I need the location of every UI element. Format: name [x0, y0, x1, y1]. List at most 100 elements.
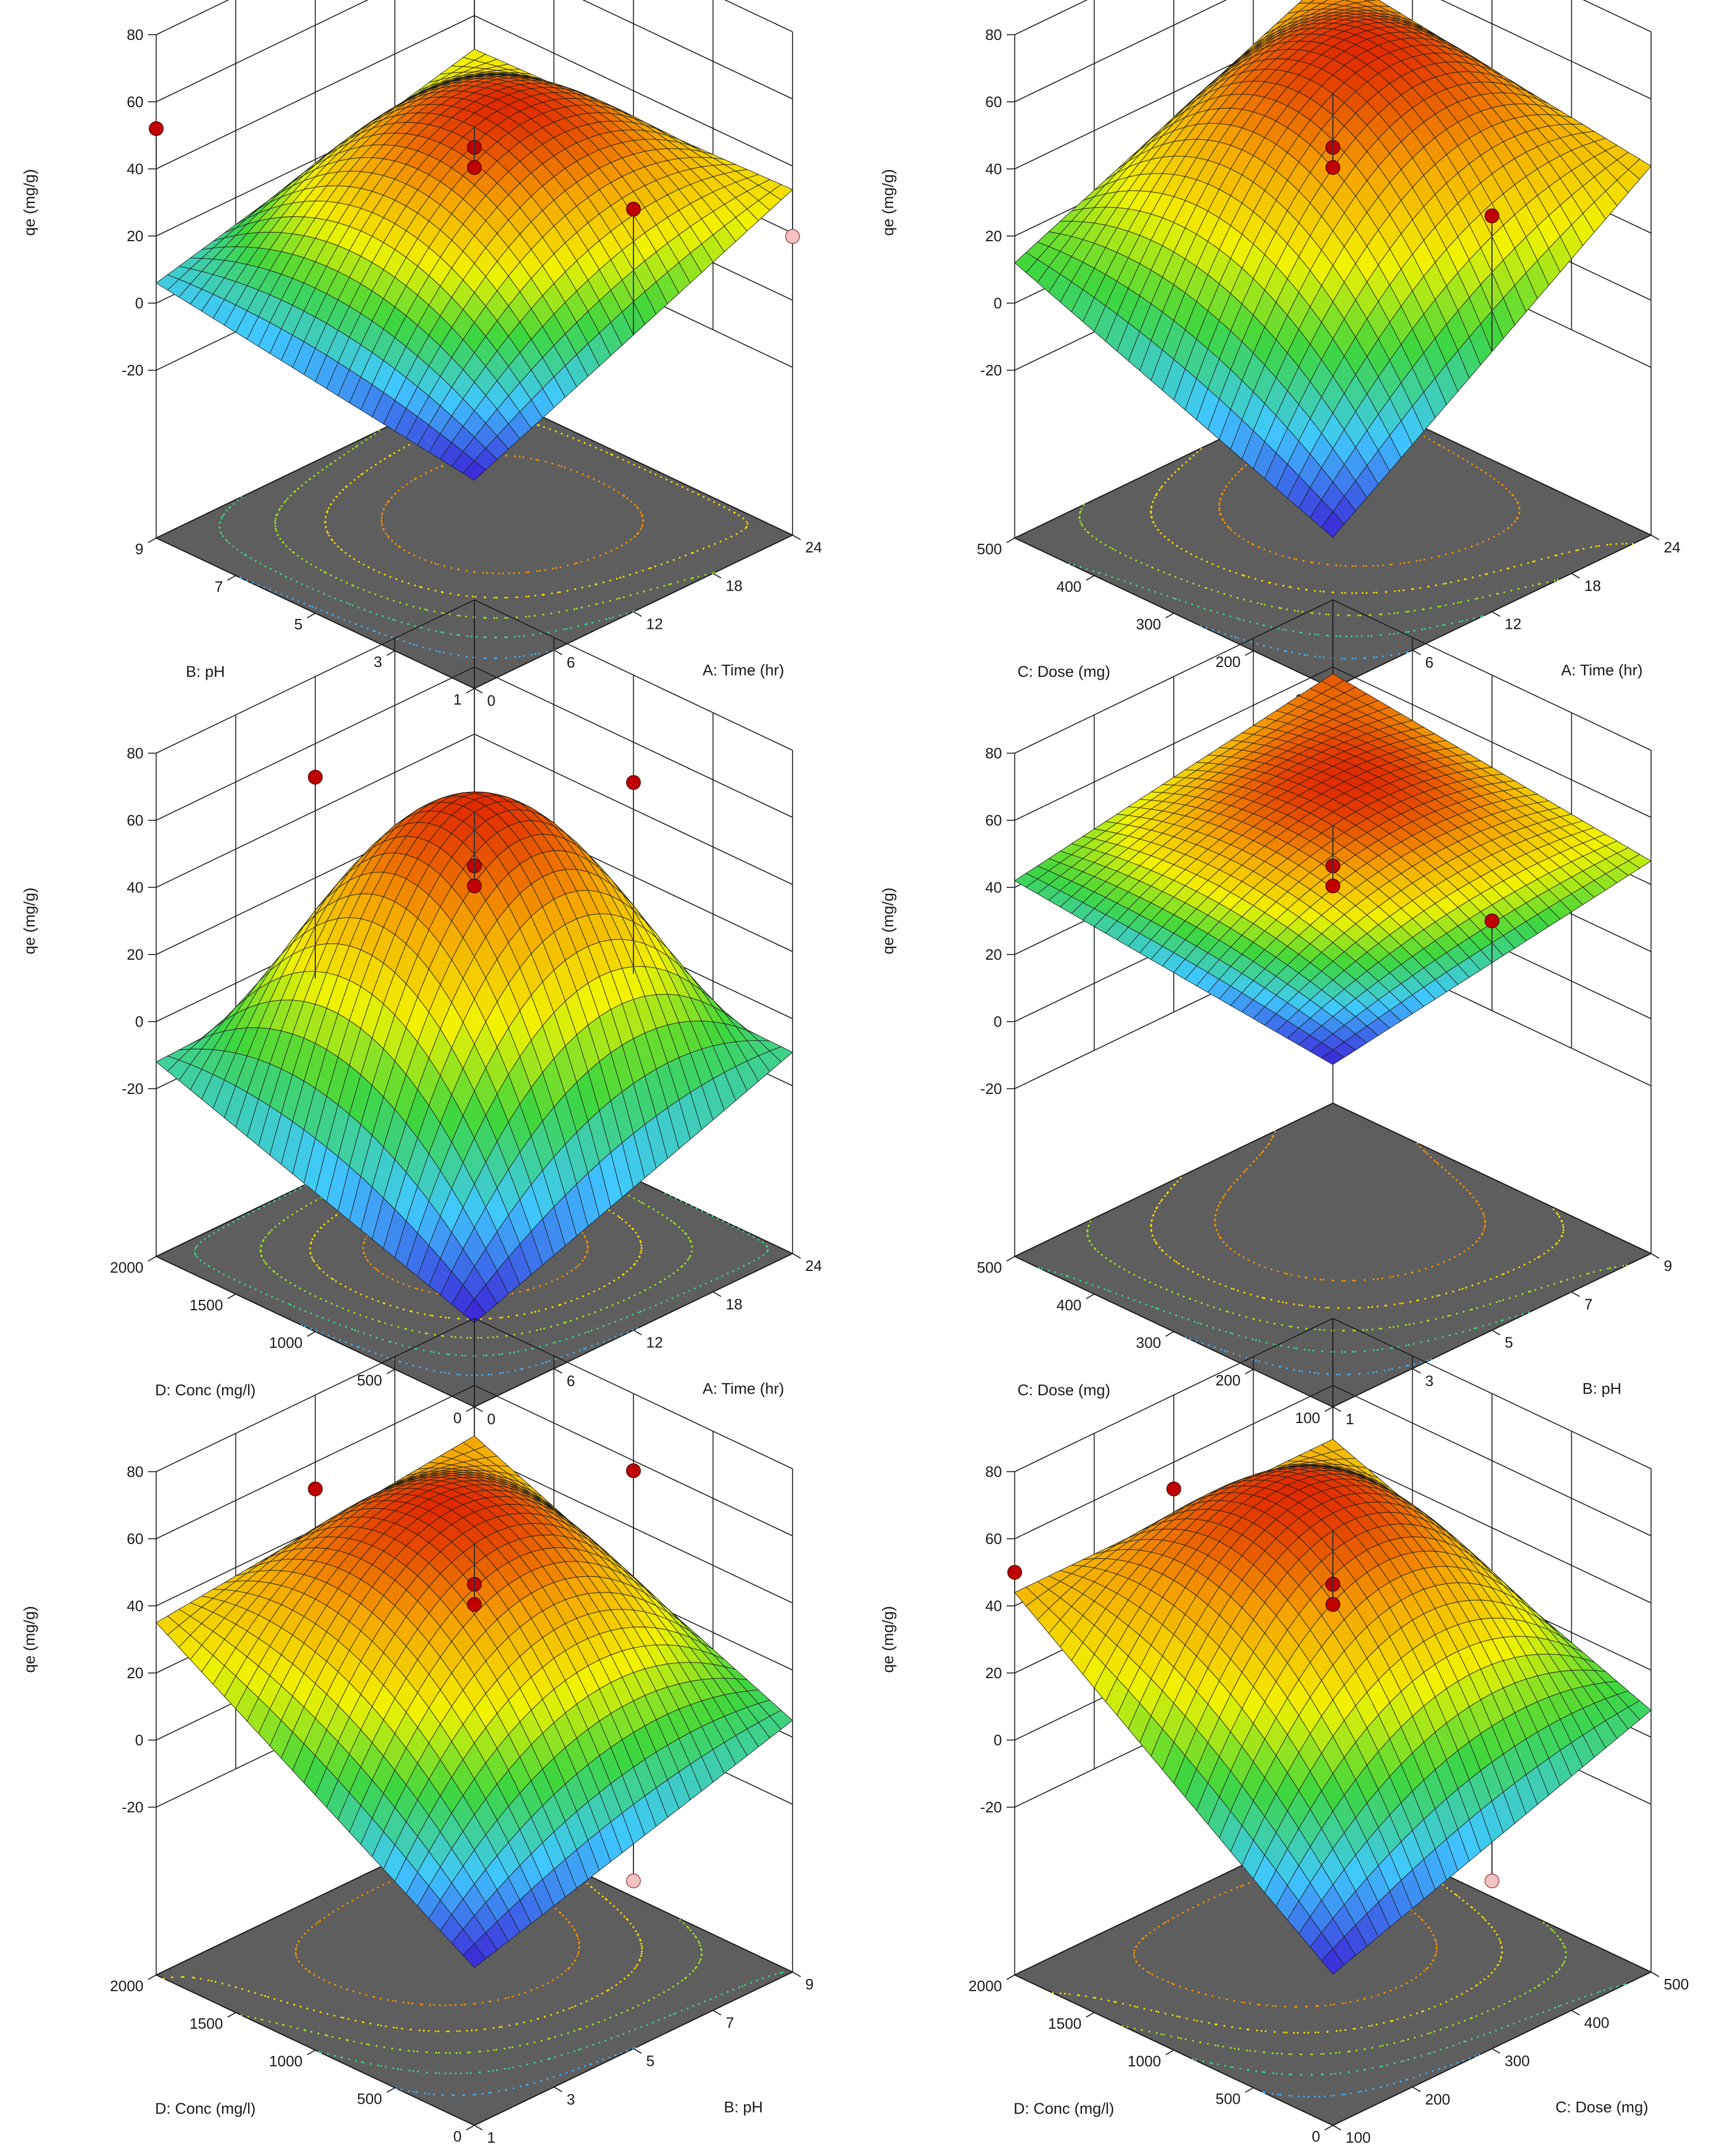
contour-mark: [1460, 601, 1462, 603]
contour-mark: [1309, 1371, 1311, 1373]
contour-mark: [1575, 549, 1578, 552]
contour-mark: [436, 1292, 438, 1295]
contour-mark: [629, 594, 632, 596]
contour-mark: [1607, 1267, 1609, 1270]
contour-mark: [278, 1197, 281, 1200]
contour-mark: [384, 458, 386, 460]
contour-mark: [1331, 1279, 1334, 1282]
contour-mark: [1160, 487, 1162, 489]
contour-mark: [328, 535, 330, 537]
contour-mark: [740, 530, 743, 532]
contour-mark: [666, 1299, 668, 1302]
contour-mark: [1489, 1303, 1491, 1305]
contour-mark: [617, 456, 619, 459]
contour-mark: [1336, 1373, 1338, 1376]
contour-mark: [1172, 597, 1175, 599]
contour-mark: [241, 496, 243, 499]
contour-mark: [1177, 1262, 1180, 1265]
contour-mark: [1478, 1237, 1480, 1240]
contour-mark: [474, 595, 477, 598]
contour-mark: [639, 1292, 641, 1294]
contour-mark: [570, 1300, 573, 1302]
contour-mark: [1218, 631, 1220, 633]
contour-mark: [566, 1273, 569, 1275]
contour-mark: [199, 1259, 202, 1262]
contour-mark: [1129, 582, 1132, 585]
z-tick-label: 80: [985, 26, 1002, 43]
contour-mark: [1534, 560, 1536, 562]
contour-mark: [323, 571, 326, 573]
contour-mark: [1272, 1134, 1274, 1137]
contour-mark: [248, 1213, 250, 1215]
contour-mark: [1302, 611, 1304, 613]
contour-mark: [1428, 438, 1431, 441]
y-tick: [633, 1329, 642, 1336]
contour-mark: [433, 1369, 435, 1372]
contour-mark: [681, 486, 684, 488]
contour-mark: [375, 1268, 378, 1270]
design-point-marker: [626, 775, 641, 790]
contour-mark: [674, 1223, 677, 1225]
contour-mark: [1482, 615, 1484, 617]
contour-mark: [357, 587, 359, 589]
contour-mark: [576, 607, 578, 610]
contour-mark: [1285, 1302, 1287, 1304]
contour-mark: [456, 614, 459, 617]
contour-mark: [1562, 1226, 1565, 1229]
contour-mark: [397, 1281, 399, 1283]
contour-mark: [1105, 574, 1107, 576]
contour-mark: [279, 507, 281, 510]
contour-mark: [1281, 554, 1284, 557]
contour-mark: [396, 638, 399, 640]
contour-mark: [480, 1336, 482, 1339]
contour-mark: [536, 1329, 538, 1332]
contour-mark: [414, 625, 416, 627]
contour-mark: [263, 1205, 266, 1207]
contour-mark: [1273, 1343, 1275, 1346]
design-point-marker: [149, 121, 164, 137]
contour-mark: [762, 1254, 765, 1256]
contour-mark: [654, 1304, 657, 1307]
contour-mark: [748, 1262, 750, 1265]
contour-mark: [1086, 1230, 1089, 1233]
contour-mark: [1243, 598, 1246, 601]
contour-mark: [558, 1304, 560, 1306]
contour-mark: [1401, 1302, 1404, 1304]
contour-mark: [1079, 510, 1082, 513]
x-tick: [307, 1331, 316, 1337]
contour-mark: [1388, 613, 1390, 615]
contour-mark: [333, 499, 335, 502]
contour-mark: [1298, 1304, 1300, 1306]
contour-mark: [1224, 1193, 1226, 1195]
contour-mark: [290, 494, 292, 496]
contour-mark: [1586, 1273, 1588, 1275]
contour-mark: [260, 1244, 263, 1247]
contour-mark: [381, 615, 384, 617]
y-tick: [713, 1291, 721, 1297]
response-surface: [1014, 0, 1652, 538]
surface-cell: [462, 460, 487, 481]
contour-mark: [366, 469, 368, 472]
contour-mark: [1335, 635, 1338, 637]
contour-mark: [1445, 1292, 1447, 1295]
contour-mark: [1217, 1205, 1219, 1207]
contour-mark: [1150, 515, 1153, 518]
contour-mark: [1466, 1189, 1468, 1192]
contour-mark: [333, 542, 336, 544]
contour-mark: [642, 524, 644, 526]
contour-mark: [608, 1209, 610, 1211]
contour-mark: [1187, 1318, 1189, 1321]
contour-mark: [436, 467, 438, 469]
contour-mark: [1100, 541, 1102, 543]
contour-mark: [274, 570, 277, 573]
contour-mark: [687, 488, 689, 491]
contour-mark: [1200, 625, 1202, 627]
contour-mark: [492, 1354, 494, 1356]
contour-mark: [519, 1368, 522, 1370]
contour-mark: [570, 1270, 573, 1272]
contour-mark: [412, 643, 415, 646]
contour-mark: [301, 558, 303, 560]
contour-mark: [600, 449, 602, 451]
contour-mark: [1048, 1269, 1050, 1272]
contour-mark: [622, 576, 625, 578]
